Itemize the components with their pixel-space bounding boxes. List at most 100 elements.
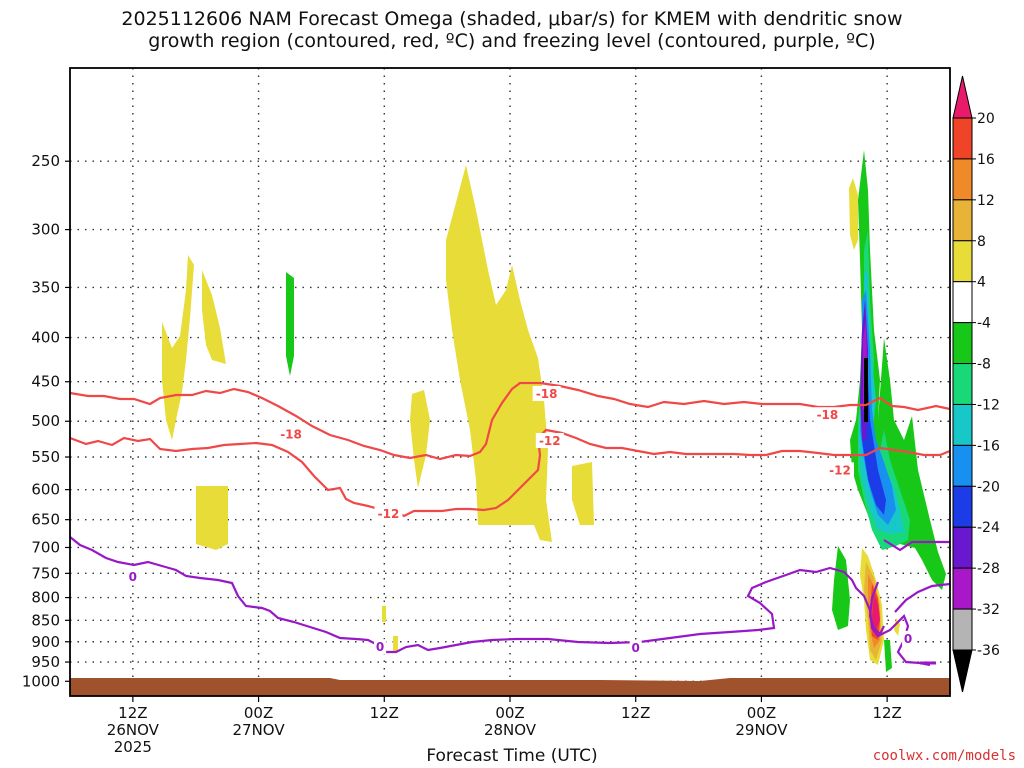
x-tick-label: 27NOV [233, 721, 286, 739]
colorbar-swatch [952, 322, 973, 365]
colorbar-swatch [952, 526, 973, 569]
omega-area-magenta [872, 594, 880, 630]
contour-label: -18 [817, 408, 839, 422]
contour-label-bg [813, 407, 842, 423]
contour-label: 0 [904, 632, 912, 646]
omega-area-yellow-3 [196, 486, 228, 550]
omega-area-yellow-8 [393, 636, 398, 652]
x-tick-label: 2025 [114, 738, 152, 756]
x-tick-label: 00Z [244, 704, 273, 722]
y-tick-label: 1000 [22, 672, 60, 690]
contour-label-bg [532, 386, 561, 402]
omega-area-black [864, 358, 868, 422]
colorbar-swatch [952, 444, 973, 487]
freezing-level-0C-low [868, 581, 885, 636]
contour-label-bg [277, 426, 306, 442]
freezing-level-0C [70, 536, 950, 667]
omega-area-green-3 [832, 546, 850, 630]
contour-label: 0 [376, 640, 384, 654]
omega-area-yellow-2 [202, 270, 226, 364]
y-tick-label: 500 [31, 412, 60, 430]
y-tick-label: 700 [31, 538, 60, 556]
colorbar-swatch [952, 363, 973, 405]
contour-label-bg [826, 462, 854, 478]
omega-area-yellow-9 [849, 178, 858, 250]
y-tick-label: 600 [31, 481, 60, 499]
colorbar: 20 16 12 8 4 -4 -8 -12 -16 -20 -24 -28 -32 -36 [952, 75, 1000, 693]
credit-text: coolwx.com/models [872, 748, 1016, 764]
colorbar-swatch [952, 117, 973, 160]
contour-label: -18 [536, 387, 558, 401]
contour-label-bg [902, 630, 915, 646]
y-tick-label: 450 [31, 373, 60, 391]
colorbar-label: 20 [977, 111, 995, 127]
y-tick-label: 250 [31, 152, 60, 170]
x-tick-label: 28NOV [484, 721, 537, 739]
colorbar-label: -24 [977, 520, 1000, 536]
contours [70, 381, 950, 667]
colorbar-swatch [952, 403, 973, 446]
contour-label-bg [126, 568, 139, 584]
colorbar-label: 8 [977, 234, 986, 250]
omega-area-yellow-4 [410, 390, 430, 488]
y-tick-label: 850 [31, 611, 60, 629]
isotherm-minus18 [70, 381, 950, 461]
y-axis-ticks: 250 300 350 400 450 500 550 600 650 700 750 800 850 9… [22, 152, 70, 690]
x-tick-label: 26NOV [107, 721, 160, 739]
colorbar-label: 16 [977, 152, 995, 168]
contour-label-bg [374, 639, 387, 655]
colorbar-swatch [952, 158, 973, 201]
colorbar-label: -4 [977, 316, 991, 332]
colorbar-swatch [952, 608, 973, 651]
y-tick-label: 900 [31, 633, 60, 651]
colorbar-swatch [952, 199, 973, 242]
chart-title-line1: 2025112606 NAM Forecast Omega (shaded, μ… [121, 8, 903, 30]
colorbar-label: -20 [977, 479, 1000, 495]
colorbar-swatch [952, 485, 973, 528]
contour-label: 0 [129, 570, 137, 584]
x-tick-label: 00Z [747, 704, 776, 722]
colorbar-label: -28 [977, 561, 1000, 577]
contour-label-bg [535, 432, 564, 448]
x-tick-label: 00Z [495, 704, 524, 722]
colorbar-label: -12 [977, 397, 1000, 413]
y-tick-label: 650 [31, 511, 60, 529]
y-tick-label: 750 [31, 564, 60, 582]
contour-labels: -18 -18 -18 -12 -12 -12 0 0 0 0 [126, 386, 915, 655]
isotherm-minus12 [70, 428, 950, 518]
contour-label: -12 [378, 507, 400, 521]
contour-label: -12 [829, 463, 851, 477]
x-axis-label: Forecast Time (UTC) [426, 746, 598, 766]
colorbar-label: -32 [977, 602, 1000, 618]
colorbar-label: 12 [977, 193, 995, 209]
colorbar-top-arrow [952, 75, 973, 119]
contour-label-bg [629, 639, 642, 655]
omega-area-yellow-1 [162, 255, 194, 440]
y-tick-label: 800 [31, 589, 60, 607]
colorbar-label: -36 [977, 643, 1000, 659]
chart-title: 2025112606 NAM Forecast Omega (shaded, μ… [0, 8, 1024, 52]
colorbar-label: 4 [977, 275, 986, 291]
colorbar-swatch [952, 240, 973, 283]
contour-label-bg [374, 505, 403, 521]
omega-shading [162, 150, 946, 672]
y-tick-label: 950 [31, 653, 60, 671]
colorbar-label: -8 [977, 357, 991, 373]
terrain-surface [70, 678, 950, 696]
contour-label: -12 [539, 434, 561, 448]
y-tick-label: 350 [31, 278, 60, 296]
colorbar-swatch [952, 281, 973, 324]
omega-area-yellow-6 [572, 462, 594, 525]
x-tick-label: 12Z [370, 704, 399, 722]
x-tick-label: 12Z [872, 704, 901, 722]
colorbar-swatch [952, 567, 973, 610]
omega-area-green-4 [884, 640, 892, 672]
y-tick-label: 550 [31, 448, 60, 466]
colorbar-label: -16 [977, 438, 1000, 454]
omega-area-yellow-5 [446, 165, 552, 542]
omega-area-green-1 [286, 272, 294, 376]
x-tick-label: 12Z [118, 704, 147, 722]
omega-area-yellow-7 [382, 606, 386, 622]
